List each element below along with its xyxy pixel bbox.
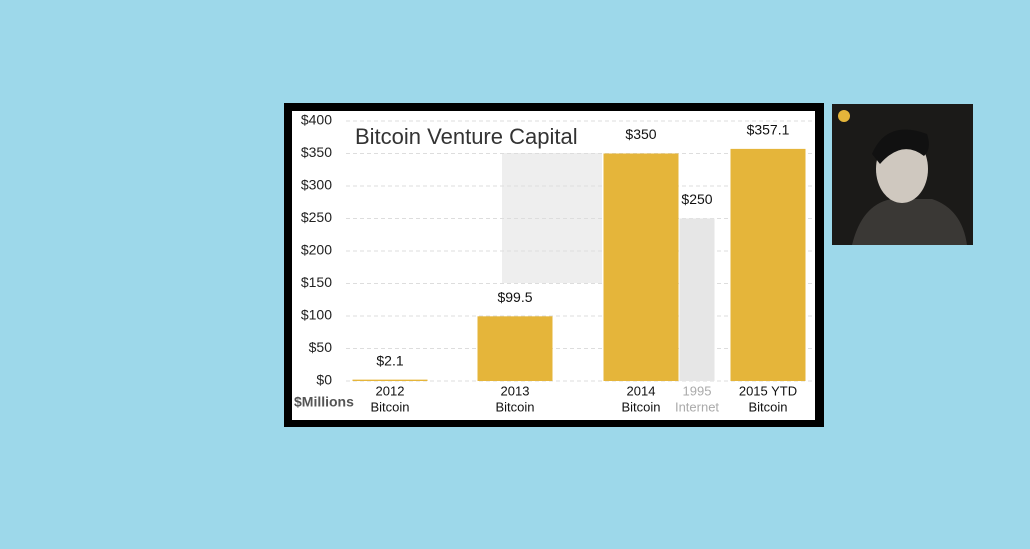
y-tick-label: $400 [301, 112, 332, 128]
chart-title: Bitcoin Venture Capital [355, 124, 578, 149]
x-tick-label: Bitcoin [748, 399, 787, 414]
y-tick-label: $150 [301, 274, 332, 290]
y-tick-label: $300 [301, 177, 332, 193]
x-tick-label: 2012 [376, 383, 405, 398]
y-tick-label: $200 [301, 242, 332, 258]
value-label: $99.5 [497, 289, 532, 305]
bar [679, 218, 715, 381]
x-tick-label: Bitcoin [621, 399, 660, 414]
chart: Bitcoin Venture Capital $Millions $0 $50 $… [284, 103, 824, 427]
x-tick-label: 1995 [683, 383, 712, 398]
x-tick-label: 2013 [501, 383, 530, 398]
unit-label: $Millions [294, 394, 354, 410]
value-label: $2.1 [376, 352, 403, 368]
x-tick-label: 2014 [627, 383, 656, 398]
bar [477, 316, 553, 381]
y-tick-label: $50 [309, 339, 333, 355]
y-tick-label: $250 [301, 209, 332, 225]
x-tick-label: 2015 YTD [739, 383, 797, 398]
bar [730, 148, 806, 381]
profile-photo [832, 104, 973, 245]
x-tick-label: Internet [675, 399, 719, 414]
y-tick-label: $0 [316, 372, 332, 388]
bar [352, 379, 428, 381]
x-tick-label: Bitcoin [495, 399, 534, 414]
y-tick-label: $350 [301, 144, 332, 160]
value-label: $250 [681, 191, 712, 207]
y-tick-label: $100 [301, 307, 332, 323]
value-label: $350 [625, 126, 656, 142]
value-label: $357.1 [747, 122, 790, 138]
bar [603, 153, 679, 381]
x-tick-label: Bitcoin [370, 399, 409, 414]
